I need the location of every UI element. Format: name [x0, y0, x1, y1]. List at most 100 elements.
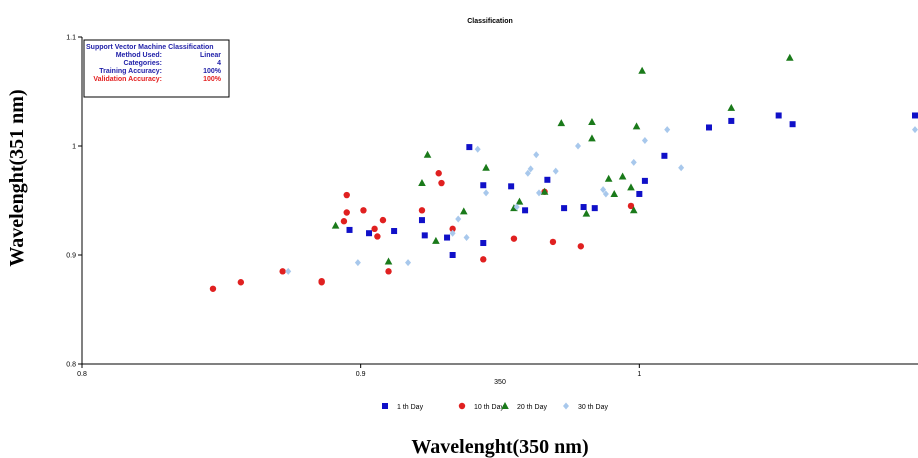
data-point [632, 122, 641, 130]
info-box-rows: Method Used: Linear Categories: 4 Training A… [93, 52, 221, 83]
data-point [209, 285, 217, 292]
data-point [600, 186, 607, 194]
x-axis-label: Wavelenght(350 nm) [411, 436, 588, 458]
data-point [449, 252, 456, 258]
data-point [661, 152, 668, 159]
data-point [432, 236, 440, 244]
data-point [237, 279, 245, 286]
data-point [455, 215, 462, 223]
data-point [379, 216, 387, 224]
data-point [591, 205, 598, 212]
data-point [618, 172, 627, 180]
info-row-label: Categories: [123, 60, 162, 67]
legend-marker [501, 402, 509, 409]
data-point [384, 257, 393, 265]
info-box-frame [83, 39, 230, 98]
y-tick-label: 1 [72, 144, 76, 151]
legend-label: 1 th Day [397, 404, 424, 411]
data-point [340, 218, 348, 225]
legend-marker [458, 402, 466, 410]
data-point [678, 164, 685, 172]
data-point [527, 165, 534, 173]
data-point [561, 205, 568, 212]
data-point [482, 163, 490, 171]
info-row-value: 100% [203, 76, 222, 83]
data-point [418, 179, 426, 187]
data-point [588, 118, 596, 126]
data-point [912, 126, 918, 134]
data-point [474, 145, 481, 153]
data-point [421, 232, 428, 239]
data-point [438, 179, 445, 187]
data-point [318, 279, 325, 286]
data-point [636, 190, 643, 197]
data-point [540, 187, 549, 195]
data-point [418, 217, 425, 224]
data-point [629, 206, 638, 214]
data-point [786, 53, 794, 61]
data-point [391, 228, 398, 235]
data-point [544, 176, 551, 183]
data-point [536, 189, 543, 197]
data-point [360, 207, 367, 214]
info-box-heading: Support Vector Machine Classification [86, 44, 214, 51]
data-point [641, 177, 648, 184]
info-row-label: Training Accuracy: [99, 68, 162, 75]
data-point [508, 183, 515, 190]
legend-label: 20 th Day [517, 404, 547, 411]
data-point [522, 207, 529, 214]
data-point [641, 137, 648, 145]
data-point [374, 233, 381, 240]
data-point [575, 142, 582, 150]
chart-title: Classification [467, 18, 513, 25]
data-point [331, 221, 340, 229]
data-point [552, 167, 559, 175]
x-tick-label: 1 [637, 371, 641, 378]
data-point [385, 268, 392, 275]
legend-marker [382, 403, 388, 409]
legend-label: 30 th Day [578, 404, 608, 411]
data-point [346, 226, 353, 233]
data-point [602, 190, 609, 198]
data-point [789, 121, 796, 128]
data-point [354, 259, 361, 267]
data-point [513, 203, 520, 211]
data-point [728, 117, 735, 124]
y-axis-label: Wavelenght(351 nm) [6, 89, 28, 266]
info-row-value: 100% [203, 68, 222, 75]
x-tick-label: 0.8 [77, 371, 87, 378]
data-point [582, 209, 591, 217]
data-point [627, 183, 635, 191]
data-point [775, 112, 782, 119]
data-point [664, 126, 671, 134]
data-point [279, 268, 286, 275]
info-box: Support Vector Machine Classification Me… [83, 39, 230, 98]
data-point [588, 134, 596, 142]
data-point [912, 112, 918, 119]
y-tick-label: 0.9 [66, 253, 76, 260]
data-point [510, 235, 518, 242]
legend: 1 th Day 10 th Day 20 th Day 30 th Day [382, 402, 608, 411]
data-point [418, 207, 426, 214]
data-point [463, 234, 470, 242]
data-point [405, 259, 412, 267]
info-row-value: 4 [217, 60, 221, 67]
data-point [627, 202, 635, 210]
info-row-label: Method Used: [116, 52, 162, 59]
data-point [466, 144, 473, 151]
data-point [444, 234, 451, 241]
y-tick-label: 1.1 [66, 35, 76, 42]
data-point [638, 66, 646, 74]
data-point [480, 256, 487, 263]
data-point [449, 225, 456, 233]
data-point [366, 230, 373, 237]
x-axis-small-label: 350 [494, 379, 506, 386]
data-point [533, 151, 540, 159]
data-point [480, 182, 487, 189]
data-point [449, 229, 456, 237]
y-tick-label: 0.8 [66, 362, 76, 369]
data-point [549, 238, 557, 246]
legend-label: 10 th Day [474, 404, 504, 411]
data-point [706, 124, 712, 131]
data-point [435, 170, 442, 177]
